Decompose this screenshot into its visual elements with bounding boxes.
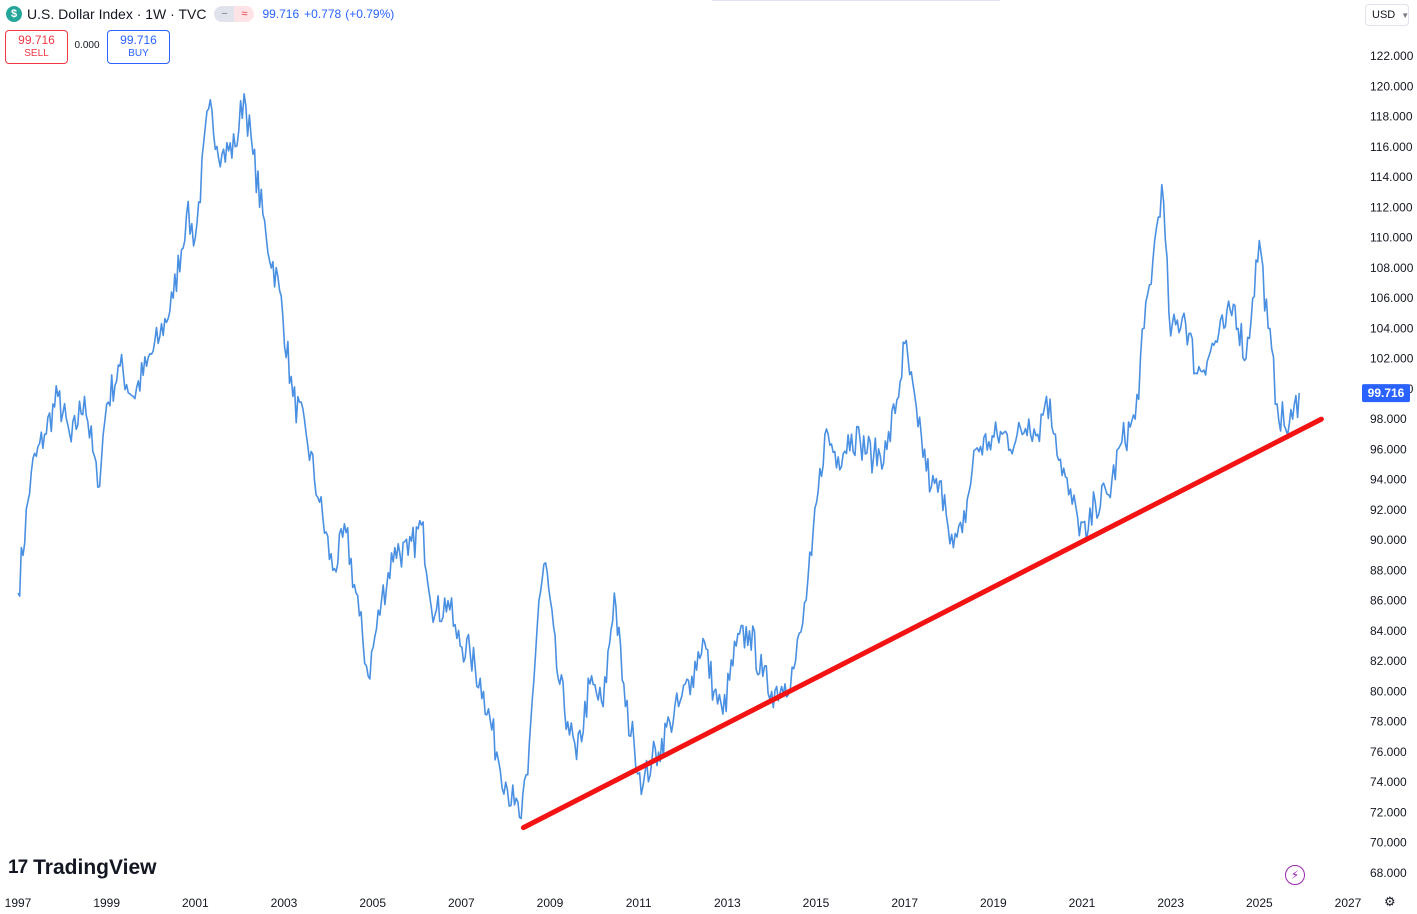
x-tick-label: 2019 bbox=[980, 896, 1007, 910]
buy-label: BUY bbox=[128, 48, 149, 59]
y-tick-label: 106.000 bbox=[1370, 291, 1414, 305]
header-change-percent: (+0.79%) bbox=[345, 7, 395, 21]
sell-price: 99.716 bbox=[18, 33, 55, 47]
y-tick-label: 110.000 bbox=[1370, 231, 1413, 245]
last-price-label: 99.716 bbox=[1368, 386, 1405, 400]
approx-icon[interactable]: ≈ bbox=[234, 6, 255, 22]
y-tick-label: 74.000 bbox=[1370, 775, 1407, 789]
price-axis[interactable]: 68.000 70.000 72.000 74.000 76.000 78.000 80.0… bbox=[1370, 49, 1414, 880]
tradingview-logo-text: TradingView bbox=[33, 856, 157, 879]
y-tick-label: 120.000 bbox=[1370, 79, 1414, 93]
x-tick-label: 2013 bbox=[714, 896, 741, 910]
minus-icon[interactable]: − bbox=[214, 6, 235, 22]
x-tick-label: 2017 bbox=[891, 896, 918, 910]
x-tick-label: 2023 bbox=[1157, 896, 1184, 910]
indicator-pill[interactable]: − ≈ bbox=[214, 6, 255, 22]
symbol-logo-icon: $ bbox=[6, 6, 22, 22]
y-tick-label: 118.000 bbox=[1370, 110, 1413, 124]
last-price-tag-bg bbox=[1362, 384, 1410, 403]
x-tick-label: 2015 bbox=[803, 896, 830, 910]
y-tick-label: 90.000 bbox=[1370, 533, 1407, 547]
symbol-title[interactable]: U.S. Dollar Index · 1W · TVC bbox=[27, 6, 207, 22]
symbol-header: $ U.S. Dollar Index · 1W · TVC − ≈ 99.71… bbox=[6, 4, 394, 24]
x-tick-label: 2027 bbox=[1335, 896, 1362, 910]
x-tick-label: 1999 bbox=[93, 896, 120, 910]
y-tick-label: 122.000 bbox=[1370, 49, 1414, 63]
buy-button[interactable]: 99.716 BUY bbox=[107, 30, 170, 64]
x-tick-label: 2025 bbox=[1246, 896, 1273, 910]
x-tick-label: 2009 bbox=[537, 896, 564, 910]
currency-label: USD bbox=[1372, 9, 1396, 21]
y-tick-label: 80.000 bbox=[1370, 684, 1407, 698]
sell-label: SELL bbox=[24, 48, 49, 59]
y-tick-label: 116.000 bbox=[1370, 140, 1413, 154]
x-tick-label: 2007 bbox=[448, 896, 475, 910]
y-tick-label: 84.000 bbox=[1370, 624, 1407, 638]
x-tick-label: 2001 bbox=[182, 896, 209, 910]
chevron-down-icon: ▼ bbox=[1401, 10, 1410, 20]
gear-icon[interactable]: ⚙ bbox=[1384, 894, 1396, 909]
y-tick-label: 72.000 bbox=[1370, 805, 1407, 819]
time-axis[interactable]: 1997 1999 2001 2003 2005 2007 2009 2011 2013 2015… bbox=[5, 896, 1362, 910]
last-price-tag: 99.716 bbox=[1362, 384, 1410, 403]
y-tick-label: 86.000 bbox=[1370, 594, 1407, 608]
y-tick-label: 102.000 bbox=[1370, 352, 1414, 366]
currency-button[interactable]: USD ▼ bbox=[1365, 4, 1409, 26]
y-tick-label: 92.000 bbox=[1370, 503, 1407, 517]
spread-value: 0.000 bbox=[74, 40, 100, 51]
y-tick-label: 78.000 bbox=[1370, 715, 1407, 729]
y-tick-label: 94.000 bbox=[1370, 473, 1407, 487]
trendline[interactable] bbox=[520, 416, 1324, 831]
price-axis-background bbox=[1360, 0, 1417, 914]
x-tick-label: 2005 bbox=[359, 896, 386, 910]
buy-price: 99.716 bbox=[120, 33, 157, 47]
tradingview-logo-icon: 17 bbox=[8, 857, 28, 878]
top-strip bbox=[712, 0, 1000, 1]
price-line bbox=[17, 93, 1300, 820]
x-tick-label: 2003 bbox=[271, 896, 298, 910]
y-tick-label: 108.000 bbox=[1370, 261, 1414, 275]
tradingview-logo[interactable]: 17 TradingView bbox=[8, 856, 156, 880]
y-tick-label: 112.000 bbox=[1370, 200, 1413, 214]
y-tick-label: 68.000 bbox=[1370, 866, 1407, 880]
x-tick-label: 2021 bbox=[1069, 896, 1096, 910]
header-price: 99.716 bbox=[262, 7, 300, 21]
y-tick-label: 76.000 bbox=[1370, 745, 1407, 759]
sell-button[interactable]: 99.716 SELL bbox=[5, 30, 68, 64]
x-tick-label: 2011 bbox=[626, 896, 652, 910]
y-tick-label: 96.000 bbox=[1370, 442, 1407, 456]
y-tick-label: 114.000 bbox=[1370, 170, 1413, 184]
y-tick-label: 82.000 bbox=[1370, 654, 1407, 668]
header-change: +0.778 bbox=[304, 7, 342, 21]
y-tick-label: 104.000 bbox=[1370, 321, 1414, 335]
bolt-icon[interactable]: ⚡ bbox=[1285, 865, 1305, 885]
x-tick-label: 1997 bbox=[5, 896, 32, 910]
y-tick-label: 70.000 bbox=[1370, 836, 1407, 850]
y-tick-label: 88.000 bbox=[1370, 563, 1407, 577]
y-tick-label: 98.000 bbox=[1370, 412, 1407, 426]
